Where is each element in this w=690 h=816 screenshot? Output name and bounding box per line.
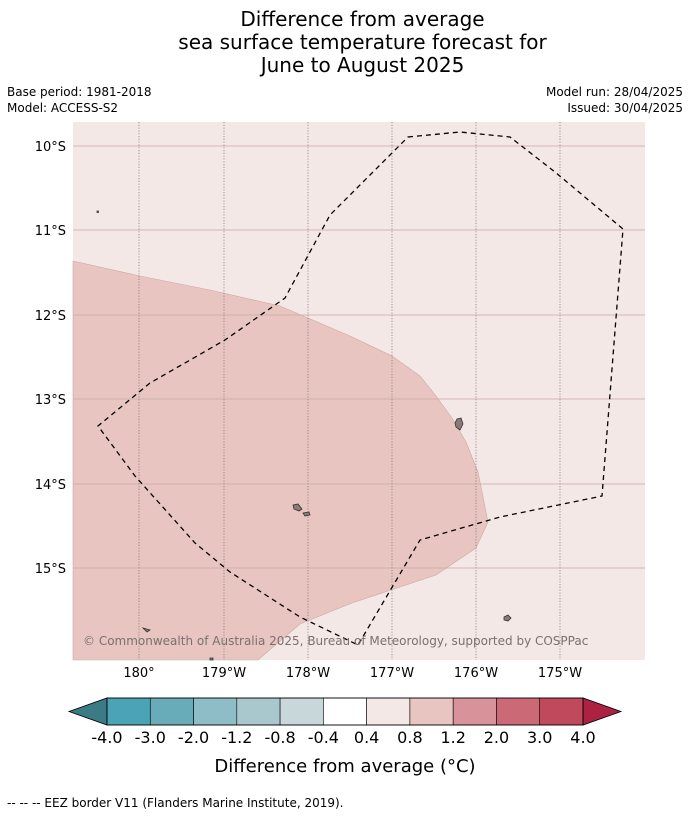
model-run: Model run: 28/04/2025 xyxy=(545,85,683,99)
colorbar-label: Difference from average (°C) xyxy=(214,756,475,777)
lon-labels: 180° 179°W 178°W 177°W 176°W 175°W xyxy=(123,666,582,681)
colorbar-tick-label: -2.0 xyxy=(178,728,209,747)
colorbar-right-arrow xyxy=(582,697,623,726)
colorbar-tick-label: 0.4 xyxy=(354,728,379,747)
colorbar-swatch xyxy=(366,697,411,726)
issued-date: Issued: 30/04/2025 xyxy=(567,101,683,115)
colorbar-tick-label: -0.4 xyxy=(308,728,339,747)
lat-label: 11°S xyxy=(35,224,66,239)
colorbar-tick-label: 3.0 xyxy=(527,728,552,747)
colorbar-tick-label: 0.8 xyxy=(397,728,422,747)
colorbar-tick-label: -4.0 xyxy=(91,728,122,747)
title-line-3: June to August 2025 xyxy=(260,53,465,77)
island-futuna xyxy=(292,503,303,512)
colorbar-swatch xyxy=(279,697,324,726)
colorbar-swatch xyxy=(236,697,281,726)
copyright-text: © Commonwealth of Australia 2025, Bureau… xyxy=(83,634,588,648)
lon-label: 175°W xyxy=(538,666,582,681)
island-alofi xyxy=(302,511,311,517)
colorbar-swatch xyxy=(193,697,238,726)
island-niuafoou xyxy=(503,614,512,622)
base-period: Base period: 1981-2018 xyxy=(7,85,152,99)
colorbar-tick-label: -0.8 xyxy=(264,728,295,747)
colorbar-left-arrow xyxy=(67,697,108,726)
map-panel: © Commonwealth of Australia 2025, Bureau… xyxy=(72,122,645,661)
lon-label: 180° xyxy=(123,666,154,681)
colorbar-tick-label: -3.0 xyxy=(135,728,166,747)
lat-label: 14°S xyxy=(35,478,66,493)
land-islands xyxy=(96,210,512,661)
anomaly-region xyxy=(72,260,489,661)
colorbar-tick-label: 4.0 xyxy=(570,728,595,747)
chart-title: Difference from average sea surface temp… xyxy=(0,8,690,77)
colorbar-tick-label: 2.0 xyxy=(484,728,509,747)
lon-gridlines xyxy=(138,122,561,660)
colorbar: -4.0 -3.0 -2.0 -1.2 -0.8 -0.4 0.4 0.8 1.2 2.0 3.0 4… xyxy=(67,697,623,777)
lon-label: 179°W xyxy=(202,666,246,681)
colorbar-swatch xyxy=(496,697,541,726)
island-south xyxy=(209,657,214,661)
lon-label: 176°W xyxy=(454,666,498,681)
model-name: Model: ACCESS-S2 xyxy=(7,101,119,115)
lat-label: 15°S xyxy=(35,562,66,577)
lon-label: 178°W xyxy=(286,666,330,681)
lat-labels: 10°S 11°S 12°S 13°S 14°S 15°S xyxy=(35,140,66,577)
colorbar-swatch xyxy=(323,697,367,726)
title-line-1: Difference from average xyxy=(240,7,485,31)
colorbar-tick-label: 1.2 xyxy=(440,728,465,747)
colorbar-swatch xyxy=(149,697,194,726)
colorbar-tick-label: -1.2 xyxy=(221,728,252,747)
lat-label: 10°S xyxy=(35,140,66,155)
lat-label: 12°S xyxy=(35,309,66,324)
colorbar-tick-labels: -4.0 -3.0 -2.0 -1.2 -0.8 -0.4 0.4 0.8 1.2 2.0 3.0 4… xyxy=(91,728,595,747)
colorbar-swatch xyxy=(539,697,584,726)
lat-gridlines xyxy=(73,145,645,569)
island-wallis xyxy=(454,417,464,431)
eez-border xyxy=(97,131,624,646)
island-southwest xyxy=(141,627,151,633)
colorbar-swatch xyxy=(106,697,151,726)
lon-label: 177°W xyxy=(370,666,414,681)
island-rotuma xyxy=(96,210,99,213)
colorbar-swatch xyxy=(409,697,454,726)
meta-left: Base period: 1981-2018 Model: ACCESS-S2 xyxy=(7,84,152,116)
colorbar-swatch xyxy=(452,697,497,726)
colorbar-swatches xyxy=(106,697,584,726)
colorbar-outline xyxy=(106,697,584,726)
title-line-2: sea surface temperature forecast for xyxy=(178,30,547,54)
meta-right: Model run: 28/04/2025 Issued: 30/04/2025 xyxy=(546,84,683,116)
lat-label: 13°S xyxy=(35,393,66,408)
eez-legend-note: -- -- -- EEZ border V11 (Flanders Marine… xyxy=(7,796,344,810)
